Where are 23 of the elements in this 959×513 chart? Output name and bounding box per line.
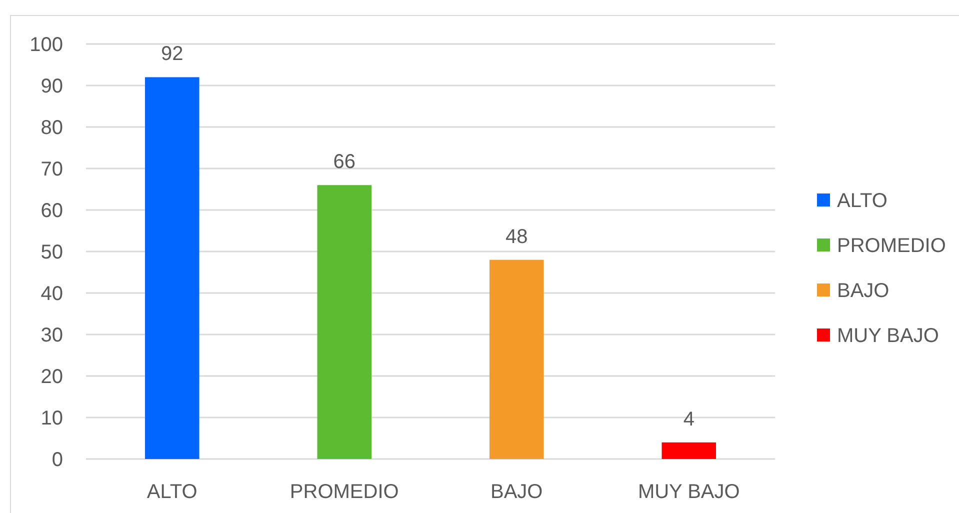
y-tick-label: 20 [40, 366, 63, 388]
data-label: 66 [333, 151, 356, 174]
x-tick-label: BAJO [490, 481, 543, 503]
y-tick-label: 80 [40, 117, 63, 139]
y-tick-label: 60 [40, 200, 63, 222]
x-tick-label: MUY BAJO [638, 481, 740, 503]
x-tick-label: ALTO [146, 481, 198, 503]
y-tick-label: 100 [30, 34, 63, 56]
y-tick-label: 0 [52, 449, 63, 471]
y-tick-label: 10 [40, 408, 63, 430]
y-tick-label: 30 [40, 324, 63, 346]
legend-label: ALTO [837, 190, 888, 212]
legend-label: MUY BAJO [837, 325, 939, 347]
y-tick-label: 50 [40, 242, 63, 264]
legend-label: PROMEDIO [837, 235, 946, 257]
data-label: 48 [506, 226, 528, 248]
y-tick-label: 40 [40, 283, 63, 305]
x-tick-label: PROMEDIO [290, 481, 399, 503]
y-tick-label: 70 [40, 158, 63, 180]
y-tick-label: 90 [40, 76, 63, 98]
data-label: 4 [683, 408, 694, 430]
legend-label: BAJO [837, 280, 890, 302]
data-label: 92 [161, 43, 184, 66]
